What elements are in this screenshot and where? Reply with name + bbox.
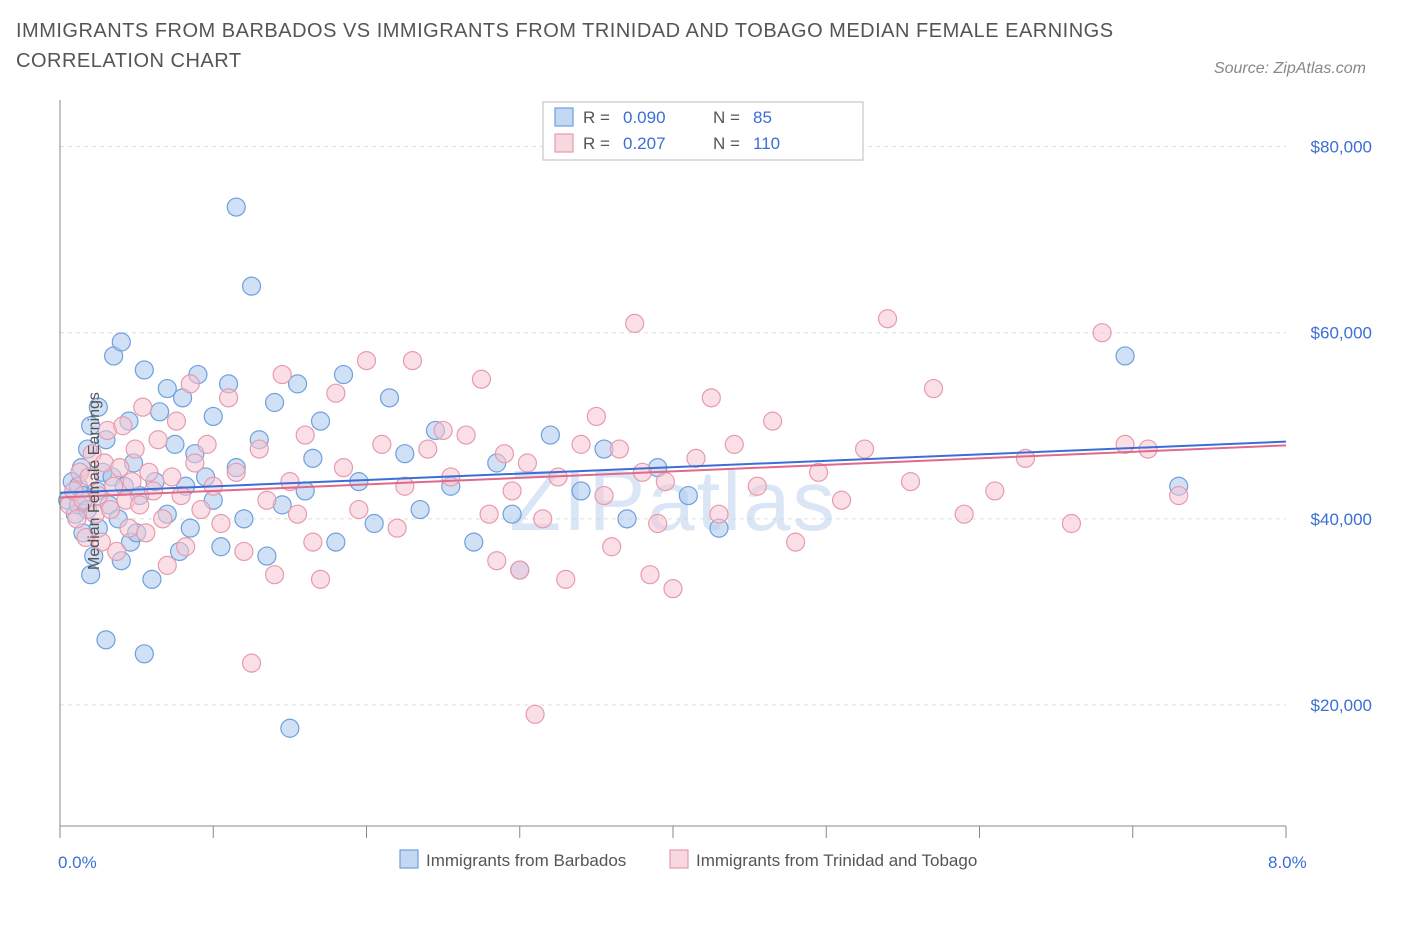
legend-r-label: R = xyxy=(583,108,610,127)
legend-swatch xyxy=(555,108,573,126)
legend-n-label: N = xyxy=(713,134,740,153)
x-tick-label: 8.0% xyxy=(1268,853,1307,872)
legend-n-label: N = xyxy=(713,108,740,127)
legend-r-value: 0.090 xyxy=(623,108,666,127)
scatter-chart: ZIPatlas$20,000$40,000$60,000$80,0000.0%… xyxy=(16,86,1376,876)
y-axis-label: Median Female Earnings xyxy=(86,392,104,570)
legend-r-label: R = xyxy=(583,134,610,153)
x-tick-label: 0.0% xyxy=(58,853,97,872)
legend-bottom-label: Immigrants from Trinidad and Tobago xyxy=(696,851,977,870)
legend-bottom-label: Immigrants from Barbados xyxy=(426,851,626,870)
y-tick-label: $80,000 xyxy=(1311,138,1372,157)
y-tick-label: $60,000 xyxy=(1311,324,1372,343)
legend-swatch xyxy=(555,134,573,152)
legend-n-value: 110 xyxy=(753,134,780,153)
chart-title: IMMIGRANTS FROM BARBADOS VS IMMIGRANTS F… xyxy=(16,16,1116,76)
legend-bottom-swatch xyxy=(400,850,418,868)
y-tick-label: $20,000 xyxy=(1311,696,1372,715)
legend-bottom-swatch xyxy=(670,850,688,868)
legend-n-value: 85 xyxy=(753,108,772,127)
legend-r-value: 0.207 xyxy=(623,134,666,153)
y-tick-label: $40,000 xyxy=(1311,510,1372,529)
chart-container: Median Female Earnings ZIPatlas$20,000$4… xyxy=(16,86,1390,876)
source-label: Source: ZipAtlas.com xyxy=(1214,60,1366,78)
